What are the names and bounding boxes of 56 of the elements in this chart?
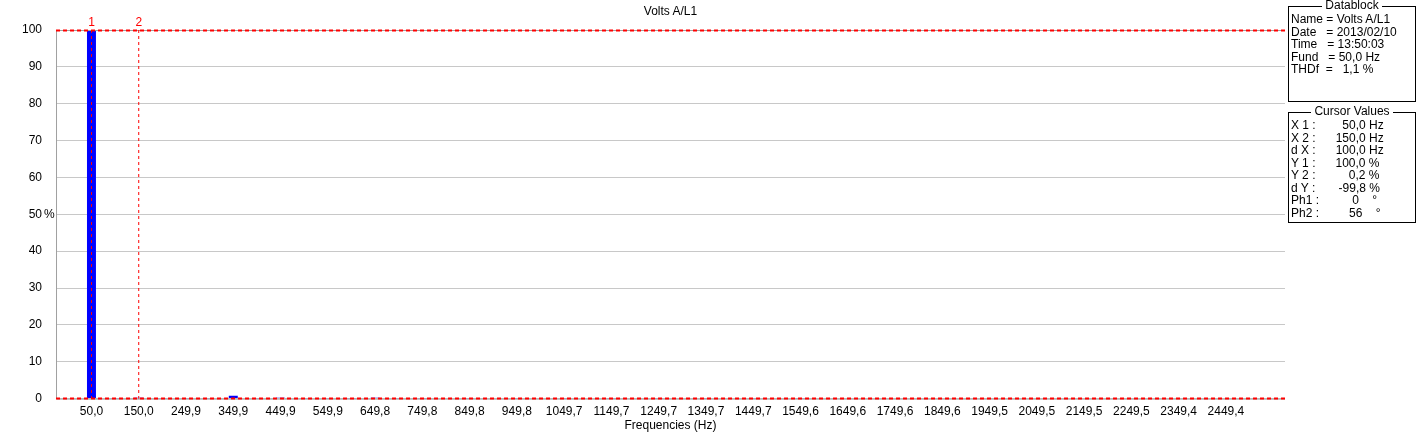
text: Cursor Values xyxy=(1311,104,1393,118)
text: Ph2 : 56 ° xyxy=(1291,205,1382,220)
x-tick-label: 649,8 xyxy=(360,404,391,419)
x-tick-label: 1449,7 xyxy=(734,404,772,419)
text: Y 2 : 0,2 % xyxy=(1291,168,1381,182)
text: Fund = 50,0 Hz xyxy=(1291,49,1382,64)
y-tick-label: 10 xyxy=(28,354,43,369)
y-tick-label: 20 xyxy=(28,317,43,332)
y-tick-label: 0 xyxy=(35,390,43,405)
x-tick-label: 50,0 xyxy=(79,404,104,419)
x-tick-label: 2149,5 xyxy=(1065,404,1103,419)
y-tick-label: 50 xyxy=(28,206,43,221)
x-tick-label: 1249,7 xyxy=(640,404,678,419)
x-tick-label: 1549,6 xyxy=(782,404,820,419)
x-axis-title: Frequencies (Hz) xyxy=(624,417,717,432)
x-tick-label: 150,0 xyxy=(123,404,155,419)
text: Name = Volts A/L1 xyxy=(1291,12,1392,26)
x-tick-label: 349,9 xyxy=(218,404,249,419)
x-tick-label: 2349,4 xyxy=(1160,404,1198,419)
x-tick-label: 2049,5 xyxy=(1018,404,1056,419)
chart-title: Volts A/L1 xyxy=(643,4,698,19)
y-tick-label: 90 xyxy=(28,59,43,74)
y-tick-label: 40 xyxy=(28,243,43,258)
x-tick-label: 2249,5 xyxy=(1113,404,1151,419)
x-tick-label: 849,8 xyxy=(454,404,485,419)
text: Y 1 : 100,0 % xyxy=(1291,155,1381,170)
x-tick-label: 1849,6 xyxy=(923,404,961,419)
ref-line-label: 1 xyxy=(88,15,96,30)
x-tick-label: 1049,7 xyxy=(545,404,583,419)
x-tick-label: 1349,7 xyxy=(687,404,725,419)
text: d Y : -99,8 % xyxy=(1291,180,1381,195)
x-tick-label: 549,9 xyxy=(312,404,344,419)
x-tick-label: 1949,5 xyxy=(971,404,1009,419)
x-tick-label: 749,8 xyxy=(407,404,438,419)
text: d X : 100,0 Hz xyxy=(1291,143,1385,157)
text: X 1 : 50,0 Hz xyxy=(1291,118,1385,132)
x-tick-label: 1649,6 xyxy=(829,404,867,419)
y-tick-label: 80 xyxy=(28,96,43,111)
x-tick-label: 1749,6 xyxy=(876,404,914,419)
text: Date = 2013/02/10 xyxy=(1291,24,1398,39)
text: Ph1 : 0 ° xyxy=(1291,193,1379,207)
text: THDf = 1,1 % xyxy=(1291,62,1375,76)
text: Time = 13:50:03 xyxy=(1291,37,1386,51)
y-tick-label: 60 xyxy=(28,169,43,184)
y-tick-label: 100 xyxy=(21,22,43,37)
y-axis-title: % xyxy=(44,206,56,221)
text: X 2 : 150,0 Hz xyxy=(1291,130,1385,145)
y-tick-label: 30 xyxy=(28,280,43,295)
x-tick-label: 2449,4 xyxy=(1207,404,1245,419)
x-tick-label: 249,9 xyxy=(170,404,202,419)
ref-line-label: 2 xyxy=(135,15,143,30)
y-tick-label: 70 xyxy=(28,132,43,147)
x-tick-label: 1149,7 xyxy=(593,404,630,419)
x-tick-label: 949,8 xyxy=(501,404,533,419)
text: Datablock xyxy=(1322,0,1382,12)
x-tick-label: 449,9 xyxy=(265,404,296,419)
